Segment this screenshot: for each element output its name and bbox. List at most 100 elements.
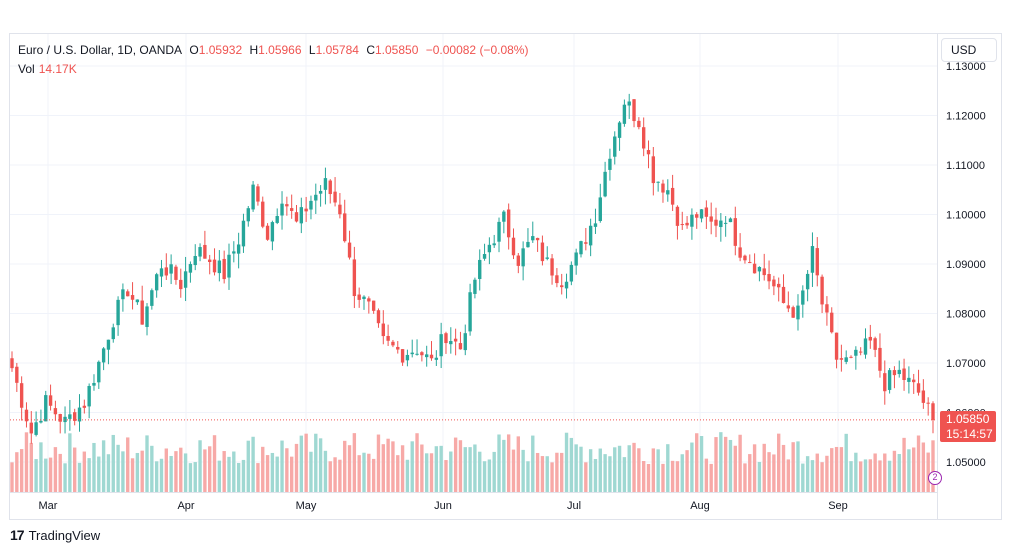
candle-body xyxy=(757,266,762,272)
tradingview-watermark[interactable]: 17 TradingView xyxy=(10,527,100,543)
legend-vol-label: Vol xyxy=(18,62,35,76)
volume-bar xyxy=(304,433,308,492)
candle-body xyxy=(68,414,72,419)
candle-body xyxy=(362,296,366,300)
candle-body xyxy=(497,221,501,242)
volume-bar xyxy=(521,449,525,492)
candle-body xyxy=(261,201,265,227)
candle-body xyxy=(617,122,622,138)
volume-bar xyxy=(550,462,554,492)
volume-bar xyxy=(593,458,598,492)
candle-body xyxy=(188,264,193,273)
volume-bar xyxy=(482,461,487,492)
volume-bar xyxy=(478,451,482,492)
volume-bar xyxy=(77,462,82,492)
candle-body xyxy=(275,216,279,223)
last-price-tag: 1.05850 15:14:57 xyxy=(940,411,996,442)
candle-body xyxy=(241,220,246,247)
volume-bar xyxy=(367,453,371,492)
volume-bar xyxy=(415,433,419,492)
candle-body xyxy=(545,257,549,259)
volume-bar xyxy=(289,456,294,492)
candle-body xyxy=(72,412,77,421)
volume-bar xyxy=(810,460,815,492)
volume-bar xyxy=(188,463,193,492)
candle-body xyxy=(270,222,275,242)
candle-body xyxy=(63,416,67,423)
candle-body xyxy=(912,379,916,383)
volume-bar xyxy=(439,445,443,492)
volume-bar xyxy=(902,437,906,492)
volume-bar xyxy=(680,454,684,492)
event-marker-icon[interactable]: 2 xyxy=(928,471,942,485)
candle-body xyxy=(704,207,709,217)
volume-bar xyxy=(588,449,593,492)
volume-bar xyxy=(574,444,578,492)
volume-bar xyxy=(511,449,516,492)
candle-body xyxy=(208,259,212,263)
volume-bar xyxy=(858,461,863,492)
candle-body xyxy=(135,299,140,303)
y-tick-label: 1.13000 xyxy=(946,61,986,73)
volume-bar xyxy=(217,460,222,492)
candle-body xyxy=(926,402,930,404)
candle-body xyxy=(569,264,574,282)
candle-body xyxy=(656,181,660,183)
volume-bar xyxy=(685,450,689,492)
volume-bar xyxy=(68,433,72,492)
volume-bar xyxy=(796,441,800,492)
candle-body xyxy=(318,190,323,194)
candle-body xyxy=(723,222,728,224)
volume-bar xyxy=(772,454,776,492)
volume-bar xyxy=(473,444,477,492)
volume-bar xyxy=(449,451,453,492)
candle-body xyxy=(429,354,434,359)
candle-body xyxy=(425,354,429,358)
candle-body xyxy=(834,332,839,360)
candle-body xyxy=(661,183,665,193)
candle-body xyxy=(897,369,901,375)
candle-body xyxy=(463,333,467,351)
candle-body xyxy=(106,339,111,350)
volume-bar xyxy=(805,456,810,492)
volume-bar xyxy=(164,448,168,492)
candle-body xyxy=(449,341,453,345)
y-tick-label: 1.08000 xyxy=(946,309,986,321)
candle-body xyxy=(193,256,197,266)
candle-body xyxy=(868,336,873,341)
volume-bar xyxy=(815,453,819,492)
y-tick-label: 1.10000 xyxy=(946,210,986,222)
candle-body xyxy=(641,127,646,149)
candle-body xyxy=(695,214,699,218)
candle-body xyxy=(603,171,607,197)
volume-bar xyxy=(560,452,564,492)
candle-body xyxy=(680,224,684,226)
volume-bar xyxy=(386,438,390,492)
candle-body xyxy=(685,222,689,226)
tradingview-logo-icon: 17 xyxy=(10,527,25,543)
candle-body xyxy=(637,120,641,128)
volume-bar xyxy=(193,462,197,492)
candle-body xyxy=(19,383,24,408)
volume-bar xyxy=(420,444,424,492)
volume-bar xyxy=(58,453,62,492)
candle-body xyxy=(24,409,29,422)
candle-body xyxy=(58,414,62,422)
candle-body xyxy=(386,335,390,341)
candle-body xyxy=(15,366,19,383)
candle-body xyxy=(540,242,545,262)
candle-body xyxy=(299,207,304,224)
legend-symbol[interactable]: Euro / U.S. Dollar, 1D, OANDA xyxy=(18,43,183,57)
volume-bar xyxy=(704,458,709,492)
volume-bar xyxy=(834,446,839,492)
x-tick-label: May xyxy=(296,500,317,512)
candle-body xyxy=(526,241,530,248)
volume-bar xyxy=(878,460,882,492)
candle-body xyxy=(521,248,525,267)
volume-bar xyxy=(24,432,29,492)
currency-button[interactable]: USD xyxy=(941,38,997,62)
volume-bar xyxy=(579,446,583,492)
candle-body xyxy=(39,420,43,423)
volume-bar xyxy=(362,452,366,492)
